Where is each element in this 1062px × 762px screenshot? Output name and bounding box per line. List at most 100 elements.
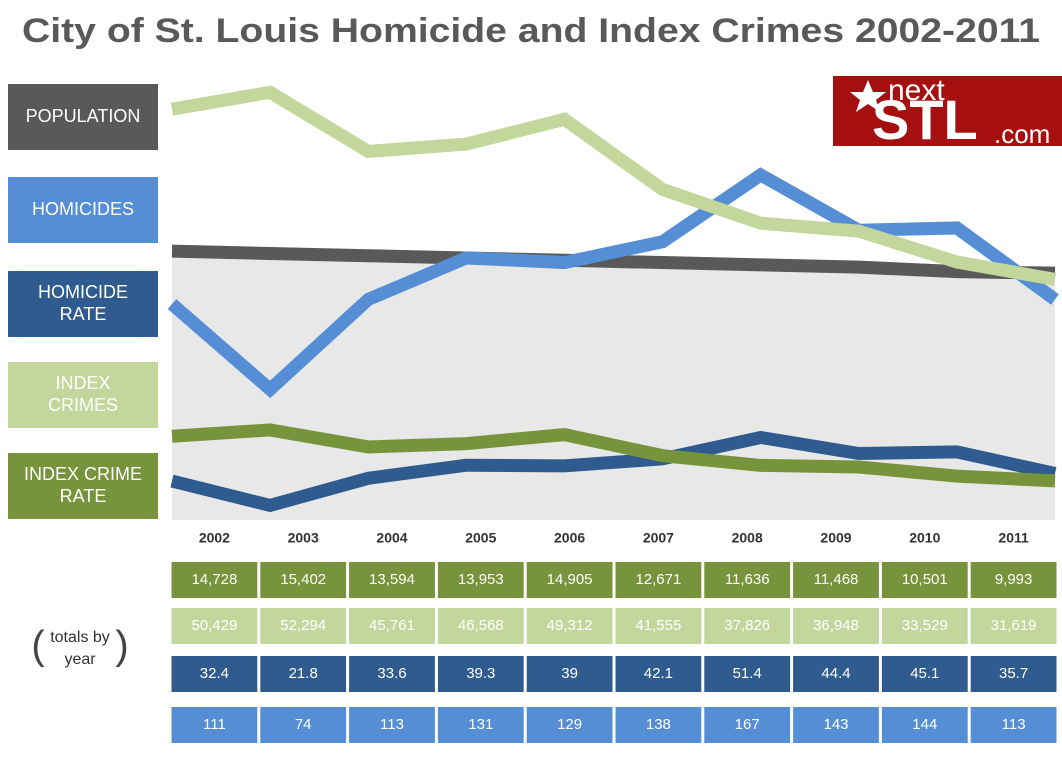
x-tick-label: 2002 bbox=[199, 530, 230, 546]
table-cell bbox=[260, 608, 347, 644]
table-value: 35.7 bbox=[999, 665, 1028, 682]
table-value: 14,728 bbox=[191, 571, 237, 588]
table-value: 33,529 bbox=[902, 617, 948, 634]
table-value: 31,619 bbox=[991, 617, 1037, 634]
series-line bbox=[167, 167, 1059, 399]
logo-suffix: .com bbox=[994, 119, 1050, 149]
table-cell bbox=[526, 656, 613, 692]
table-cell bbox=[970, 562, 1057, 598]
table-value: 52,294 bbox=[280, 617, 326, 634]
table-value: 49,312 bbox=[547, 617, 593, 634]
series-line bbox=[170, 85, 1057, 286]
legend-box bbox=[8, 177, 158, 243]
table-value: 15,402 bbox=[280, 571, 326, 588]
table-cell bbox=[615, 562, 702, 598]
population-area bbox=[172, 251, 1055, 520]
table-value: 33.6 bbox=[377, 665, 406, 682]
logo-star bbox=[850, 80, 886, 112]
table-value: 46,568 bbox=[458, 617, 504, 634]
table-cell bbox=[260, 707, 347, 743]
table-value: 113 bbox=[380, 716, 404, 733]
table-value: 36,948 bbox=[813, 617, 859, 634]
legend-label: INDEX CRIMES bbox=[48, 373, 118, 415]
table-value: 10,501 bbox=[902, 571, 948, 588]
legend-box bbox=[8, 362, 158, 428]
logo: next STL .com bbox=[833, 74, 1062, 151]
table-value: 11,636 bbox=[725, 571, 770, 588]
table-cell bbox=[526, 562, 613, 598]
table-cell bbox=[881, 608, 968, 644]
table-cell bbox=[793, 608, 879, 644]
x-tick-label: 2004 bbox=[376, 530, 407, 546]
table-cell bbox=[881, 562, 968, 598]
table-value: 144 bbox=[912, 716, 937, 733]
table-cell bbox=[171, 707, 258, 743]
table-cell bbox=[349, 656, 435, 692]
table-value: 45,761 bbox=[369, 617, 415, 634]
table-cell bbox=[171, 608, 258, 644]
x-tick-label: 2009 bbox=[820, 530, 851, 546]
table-cell bbox=[349, 608, 435, 644]
table-cell bbox=[615, 656, 702, 692]
table-value: 11,468 bbox=[814, 571, 859, 588]
logo-prefix: next bbox=[888, 74, 945, 107]
table-value: 12,671 bbox=[635, 571, 681, 588]
table-value: 9,993 bbox=[995, 571, 1033, 588]
table-cell bbox=[260, 562, 347, 598]
table-value: 51.4 bbox=[733, 665, 762, 682]
table-value: 42.1 bbox=[644, 665, 673, 682]
series-line bbox=[171, 244, 1056, 280]
table-value: 113 bbox=[1002, 716, 1026, 733]
table-cell bbox=[437, 707, 524, 743]
legend-box bbox=[8, 84, 158, 150]
table-cell bbox=[437, 562, 524, 598]
table-cell bbox=[615, 707, 702, 743]
table-cell bbox=[349, 707, 435, 743]
table-value: 37,826 bbox=[724, 617, 770, 634]
table-cell bbox=[881, 707, 968, 743]
x-tick-label: 2011 bbox=[998, 530, 1029, 546]
table-value: 39 bbox=[561, 665, 578, 682]
table-cell bbox=[793, 656, 879, 692]
table-value: 111 bbox=[203, 716, 226, 733]
table-value: 143 bbox=[823, 716, 848, 733]
table-cell bbox=[704, 656, 791, 692]
x-tick-label: 2008 bbox=[732, 530, 763, 546]
table-cell bbox=[704, 562, 791, 598]
chart-title: City of St. Louis Homicide and Index Cri… bbox=[22, 12, 1040, 50]
table-cell bbox=[615, 608, 702, 644]
legend-label: HOMICIDES bbox=[32, 199, 134, 219]
table-value: 44.4 bbox=[821, 665, 850, 682]
table-value: 32.4 bbox=[200, 665, 229, 682]
table-value: 167 bbox=[735, 716, 760, 733]
table-cell bbox=[704, 608, 791, 644]
table-cell bbox=[970, 656, 1057, 692]
table-note: totals by year bbox=[50, 629, 110, 668]
table-value: 21.8 bbox=[289, 665, 318, 682]
table-cell bbox=[349, 562, 435, 598]
x-tick-label: 2007 bbox=[643, 530, 674, 546]
x-tick-label: 2003 bbox=[288, 530, 319, 546]
legend-box bbox=[8, 453, 158, 519]
table-cell bbox=[171, 656, 258, 692]
table-value: 131 bbox=[468, 716, 493, 733]
table-value: 138 bbox=[646, 716, 671, 733]
legend-box bbox=[8, 271, 158, 337]
legend-label: HOMICIDE RATE bbox=[38, 282, 128, 324]
paren: ) bbox=[115, 624, 128, 668]
table-value: 13,594 bbox=[369, 571, 415, 588]
table-cell bbox=[526, 707, 613, 743]
table-value: 39.3 bbox=[466, 665, 495, 682]
series-line bbox=[170, 430, 1057, 513]
x-tick-label: 2006 bbox=[554, 530, 585, 546]
table-value: 41,555 bbox=[635, 617, 681, 634]
table-cell bbox=[437, 608, 524, 644]
table-value: 45.1 bbox=[910, 665, 939, 682]
table-cell bbox=[704, 707, 791, 743]
table-cell bbox=[526, 608, 613, 644]
table-value: 50,429 bbox=[191, 617, 237, 634]
table-cell bbox=[171, 562, 258, 598]
table-value: 129 bbox=[557, 716, 582, 733]
